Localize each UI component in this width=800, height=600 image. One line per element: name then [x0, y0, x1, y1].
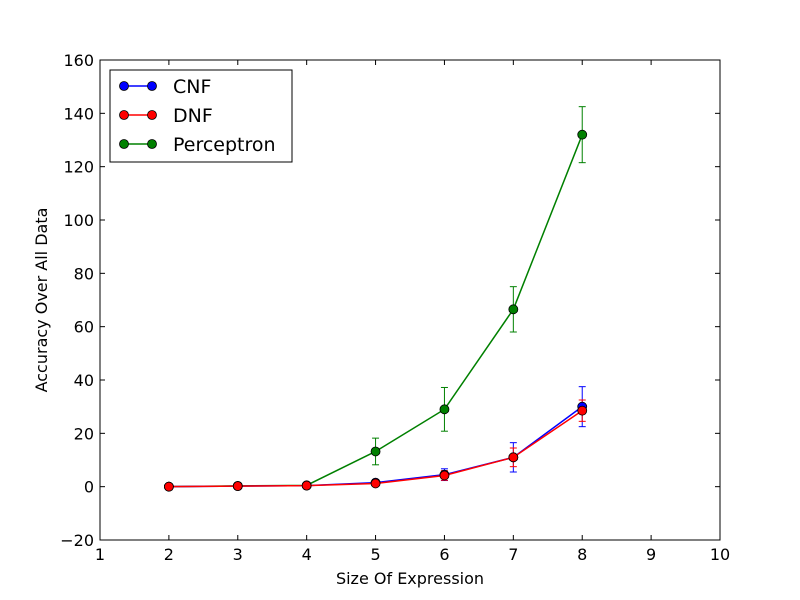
plot-group	[163, 106, 588, 492]
y-tick-label: 60	[74, 318, 94, 337]
data-point-perceptron	[439, 404, 450, 415]
data-point-dnf	[439, 470, 450, 481]
y-tick-label: 20	[74, 424, 94, 443]
x-axis-label: Size Of Expression	[336, 569, 484, 588]
legend-marker	[119, 110, 129, 120]
y-tick-label: 40	[74, 371, 94, 390]
legend-label: CNF	[173, 76, 211, 98]
x-tick-label: 9	[646, 545, 656, 564]
legend-marker	[147, 110, 157, 120]
legend-marker	[119, 139, 129, 149]
x-tick-label: 6	[439, 545, 449, 564]
y-tick-label: −20	[60, 531, 94, 550]
legend: CNF DNF Perceptron	[109, 69, 293, 163]
axes-frame	[99, 59, 721, 541]
data-point-perceptron	[577, 129, 588, 140]
y-tick-label: 80	[74, 264, 94, 283]
data-point-dnf	[370, 478, 381, 489]
x-tick-label: 1	[95, 545, 105, 564]
x-tick-label: 7	[508, 545, 518, 564]
legend-marker	[119, 81, 129, 91]
x-tick-label: 10	[710, 545, 730, 564]
x-tick-label: 4	[302, 545, 312, 564]
data-point-dnf	[301, 480, 312, 491]
y-tick-label: 0	[84, 478, 94, 497]
legend-marker	[147, 81, 157, 91]
data-point-perceptron	[370, 446, 381, 457]
x-tick-label: 5	[370, 545, 380, 564]
data-point-dnf	[163, 481, 174, 492]
legend-label: Perceptron	[173, 134, 276, 156]
ticks-group: 1 2 3 4 5 6 7 8 9 10 −20 0 20 40 60 80 100 120 140 160	[60, 51, 730, 564]
x-tick-label: 8	[577, 545, 587, 564]
data-point-dnf	[232, 481, 243, 492]
y-tick-label: 160	[63, 51, 94, 70]
data-point-dnf	[508, 452, 519, 463]
data-point-dnf	[577, 405, 588, 416]
data-point-perceptron	[508, 304, 519, 315]
y-tick-label: 140	[63, 104, 94, 123]
x-tick-label: 2	[164, 545, 174, 564]
legend-marker	[147, 139, 157, 149]
y-axis-label: Accuracy Over All Data	[32, 208, 51, 393]
x-tick-label: 3	[233, 545, 243, 564]
y-tick-label: 120	[63, 158, 94, 177]
legend-label: DNF	[173, 105, 213, 127]
y-tick-label: 100	[63, 211, 94, 230]
